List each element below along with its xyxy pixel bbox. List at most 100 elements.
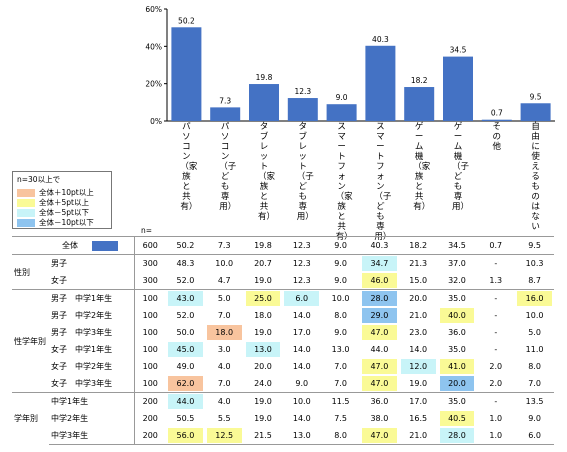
table-cell: -: [476, 307, 515, 324]
cell-value: 56.0: [168, 428, 203, 443]
table-cell: 20.0: [438, 375, 477, 393]
cell-value: 1.0: [489, 431, 503, 440]
table-cell: 9.0: [321, 324, 360, 341]
cell-value: 8.7: [528, 276, 541, 285]
cell-value: 9.5: [528, 241, 541, 250]
row-label-text: 全体: [62, 241, 78, 250]
row-label: 中学2年生: [51, 414, 89, 423]
table-cell: -: [476, 341, 515, 358]
cell-value: 18.2: [409, 241, 428, 250]
cell-value: 52.0: [176, 276, 195, 285]
table-cell: 9.0: [321, 272, 360, 290]
table-cell: 17.0: [398, 392, 438, 410]
table-cell: 34.7: [359, 254, 399, 272]
cell-value: 29.0: [361, 308, 397, 323]
table-cell: 21.0: [399, 307, 438, 324]
table-cell: 6.0: [282, 289, 322, 307]
y-tick-label: 40%: [145, 42, 162, 51]
row-label: 女子: [51, 276, 67, 285]
table-cell: 12.5: [204, 427, 244, 445]
category-label: ゲーム機（家族と共有）: [413, 122, 431, 212]
legend-item: 全体＋10pt以上: [13, 188, 111, 198]
table-cell: 19.0: [244, 272, 283, 290]
table-cell: 40.0: [438, 307, 477, 324]
table-cell: 13.0: [244, 341, 283, 358]
table-cell: 9.0: [282, 375, 321, 393]
table-cell: 2.0: [476, 358, 515, 375]
table-cell: 14.0: [282, 358, 321, 375]
legend-label: 全体－5pt以下: [39, 208, 89, 217]
cell-value: 36.0: [370, 397, 389, 406]
table-cell: 38.0: [360, 410, 399, 427]
cell-value: 7.0: [217, 379, 231, 388]
bar: [287, 98, 318, 121]
table-cell: 21.5: [243, 427, 283, 445]
cell-value: 4.0: [217, 397, 231, 406]
total-bar-icon: [92, 240, 118, 251]
table-cell: -: [476, 324, 515, 341]
legend-item: 全体＋5pt以上: [13, 198, 111, 208]
table-cell: 1.0: [476, 427, 516, 445]
table-cell: 45.0: [166, 341, 205, 358]
table-cell: 20.0: [398, 289, 438, 307]
table-cell: 47.0: [360, 375, 399, 393]
legend-title: n=30以上で: [17, 175, 61, 184]
cell-value: 9.0: [528, 414, 541, 423]
table-cell: 47.0: [359, 427, 399, 445]
table-cell: 18.0: [244, 307, 283, 324]
sample-size: 100: [133, 307, 166, 324]
table-cell: 21.3: [398, 254, 438, 272]
data-label: 18.2: [411, 76, 428, 85]
cell-value: 3.0: [217, 345, 231, 354]
cell-value: 11.0: [525, 345, 544, 354]
sample-size: 100: [133, 358, 166, 375]
cell-value: 20.0: [409, 294, 428, 303]
sample-size: 600: [133, 236, 166, 255]
sample-size: 100: [133, 341, 166, 358]
table-cell: 12.0: [399, 358, 438, 375]
table-cell: 40.3: [359, 236, 399, 255]
cell-value: 19.0: [254, 397, 272, 406]
sample-size: 200: [133, 427, 166, 445]
cell-value: 40.0: [439, 308, 475, 323]
table-cell: 4.0: [204, 392, 244, 410]
cell-value: 4.0: [217, 362, 231, 371]
table-cell: 7.3: [204, 236, 244, 255]
data-label: 12.3: [294, 87, 311, 96]
table-cell: 20.0: [244, 358, 283, 375]
cell-value: 9.0: [334, 328, 347, 337]
table-cell: 19.0: [243, 392, 283, 410]
bar: [481, 119, 512, 121]
cell-value: 19.0: [254, 328, 272, 337]
cell-value: 7.0: [217, 311, 231, 320]
y-tick-label: 60%: [145, 5, 162, 14]
table-cell: 47.0: [360, 324, 399, 341]
cell-value: 44.0: [168, 394, 203, 409]
data-label: 7.3: [219, 96, 231, 105]
cell-value: 47.0: [361, 376, 397, 391]
cell-value: 35.0: [448, 397, 466, 406]
row-label: 男子 中学3年生: [51, 328, 113, 337]
cell-value: 1.0: [489, 414, 503, 423]
table-cell: 28.0: [437, 427, 477, 445]
cell-value: 10.0: [292, 397, 311, 406]
cell-value: 9.0: [334, 276, 347, 285]
cell-value: -: [494, 294, 498, 303]
row-label: 中学3年生: [49, 427, 134, 445]
cell-value: 12.5: [206, 428, 242, 443]
legend-label: 全体＋10pt以上: [39, 188, 94, 197]
cell-value: 8.0: [334, 431, 347, 440]
table-row: 学年別 中学1年生 200 44.0 4.0 19.0 10.0 11.5 36.0 17.0 35…: [12, 392, 554, 445]
cell-value: 7.3: [217, 241, 231, 250]
table-cell: 35.0: [437, 289, 477, 307]
table-cell: 37.0: [437, 254, 477, 272]
cell-value: 19.0: [254, 276, 272, 285]
table-cell: 19.8: [243, 236, 283, 255]
cell-value: 11.5: [331, 397, 350, 406]
cell-value: 47.0: [361, 325, 397, 340]
table-cell: 7.0: [515, 375, 554, 393]
table-cell: 13.0: [282, 427, 322, 445]
sample-size: 300: [133, 272, 166, 290]
cell-value: 15.0: [409, 276, 428, 285]
table-cell: 6.0: [515, 427, 554, 445]
